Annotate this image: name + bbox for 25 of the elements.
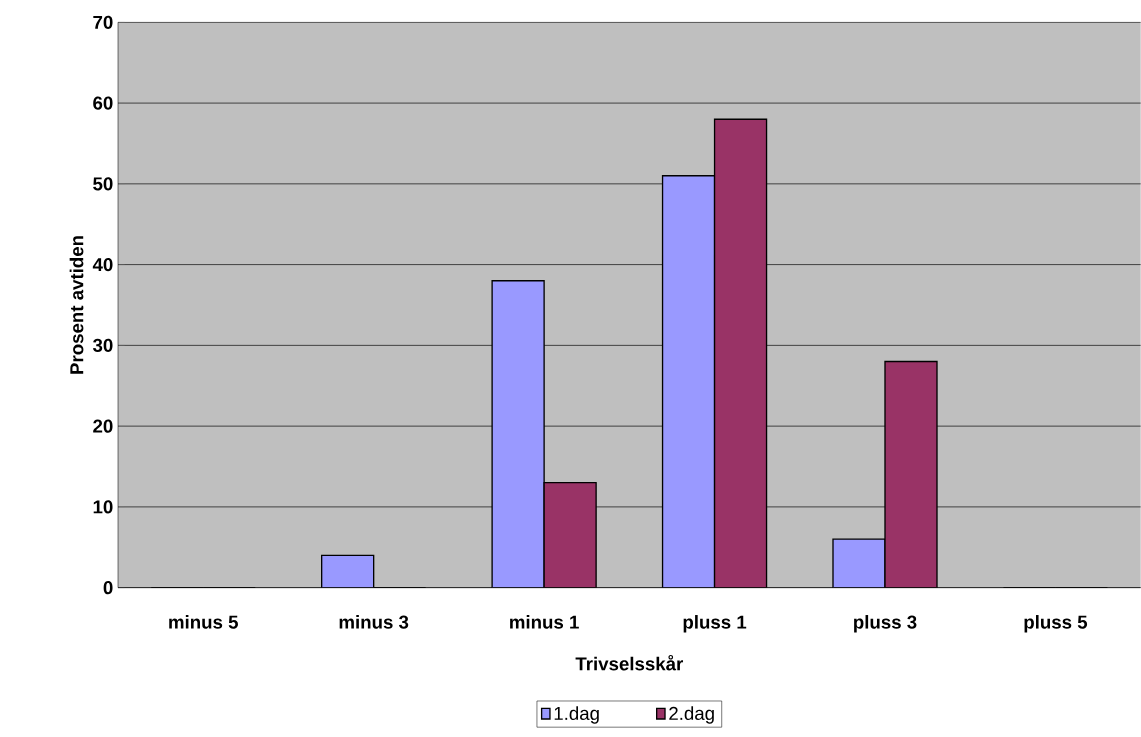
y-tick-label: 10 xyxy=(93,500,113,514)
legend-label: 2.dag xyxy=(669,706,714,724)
x-tick-label: minus 3 xyxy=(339,615,409,629)
y-tick-label: 60 xyxy=(93,96,113,110)
bar xyxy=(832,538,886,588)
x-axis-title: Trivselsskår xyxy=(575,654,684,671)
x-tick-label: pluss 3 xyxy=(854,615,917,633)
y-tick-label: 0 xyxy=(103,581,113,595)
y-tick-label: 30 xyxy=(92,338,113,352)
bar xyxy=(321,554,375,588)
bar xyxy=(662,175,715,588)
y-axis-title: Prosent avtiden xyxy=(69,236,84,374)
x-tick-label: minus 5 xyxy=(169,615,238,629)
y-tick-label: 70 xyxy=(93,15,113,29)
bar xyxy=(884,360,938,588)
x-tick-label: pluss 5 xyxy=(1024,615,1088,633)
x-tick-label: minus 1 xyxy=(510,615,579,629)
y-tick-label: 50 xyxy=(93,177,113,191)
bar xyxy=(543,481,597,588)
y-tick-label: 40 xyxy=(92,257,113,272)
x-tick-label: pluss 1 xyxy=(683,615,747,633)
y-tick-label: 20 xyxy=(93,419,113,433)
legend-label: 1.dag xyxy=(554,706,599,724)
bar xyxy=(714,119,767,588)
bar xyxy=(491,280,545,588)
